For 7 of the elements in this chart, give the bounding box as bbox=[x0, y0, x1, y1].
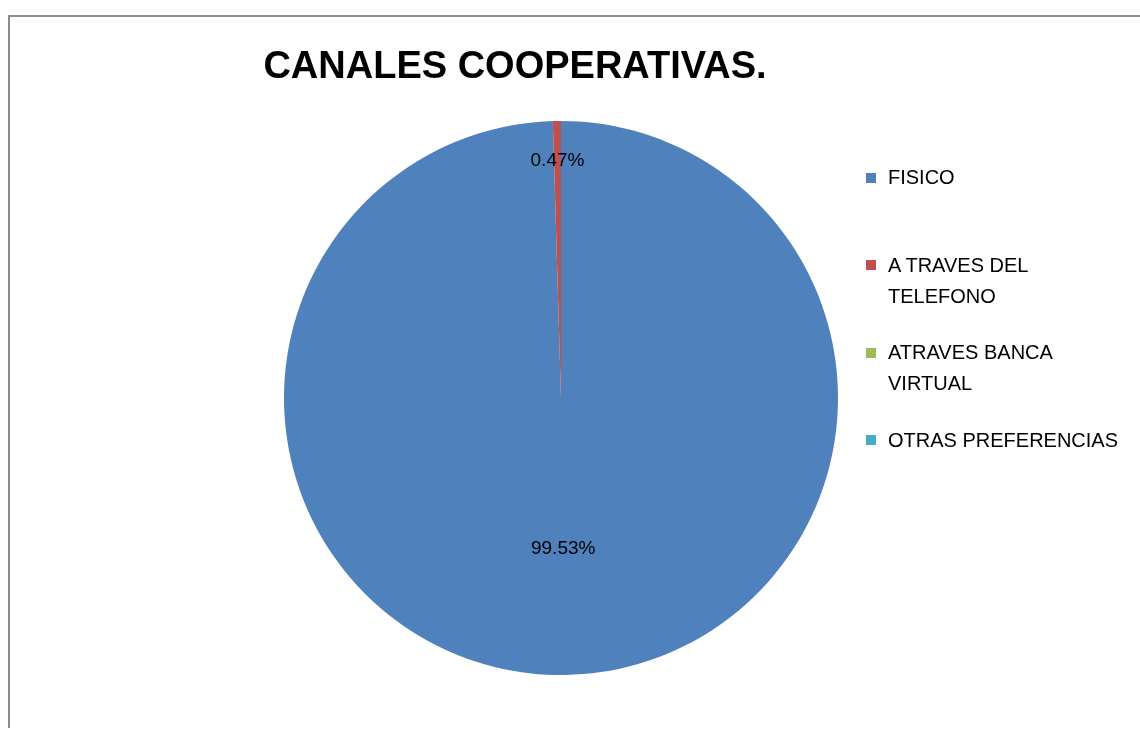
chart-title: CANALES COOPERATIVAS. bbox=[263, 44, 767, 86]
legend-label: OTRAS PREFERENCIAS bbox=[888, 427, 1120, 453]
legend-label: A TRAVES DEL TELEFONO bbox=[888, 252, 1029, 309]
pie-slice bbox=[284, 121, 838, 675]
data-label: 99.53% bbox=[530, 537, 596, 559]
legend-label: FISICO bbox=[888, 165, 956, 190]
legend-label: ATRAVES BANCA VIRTUAL bbox=[888, 340, 1054, 396]
